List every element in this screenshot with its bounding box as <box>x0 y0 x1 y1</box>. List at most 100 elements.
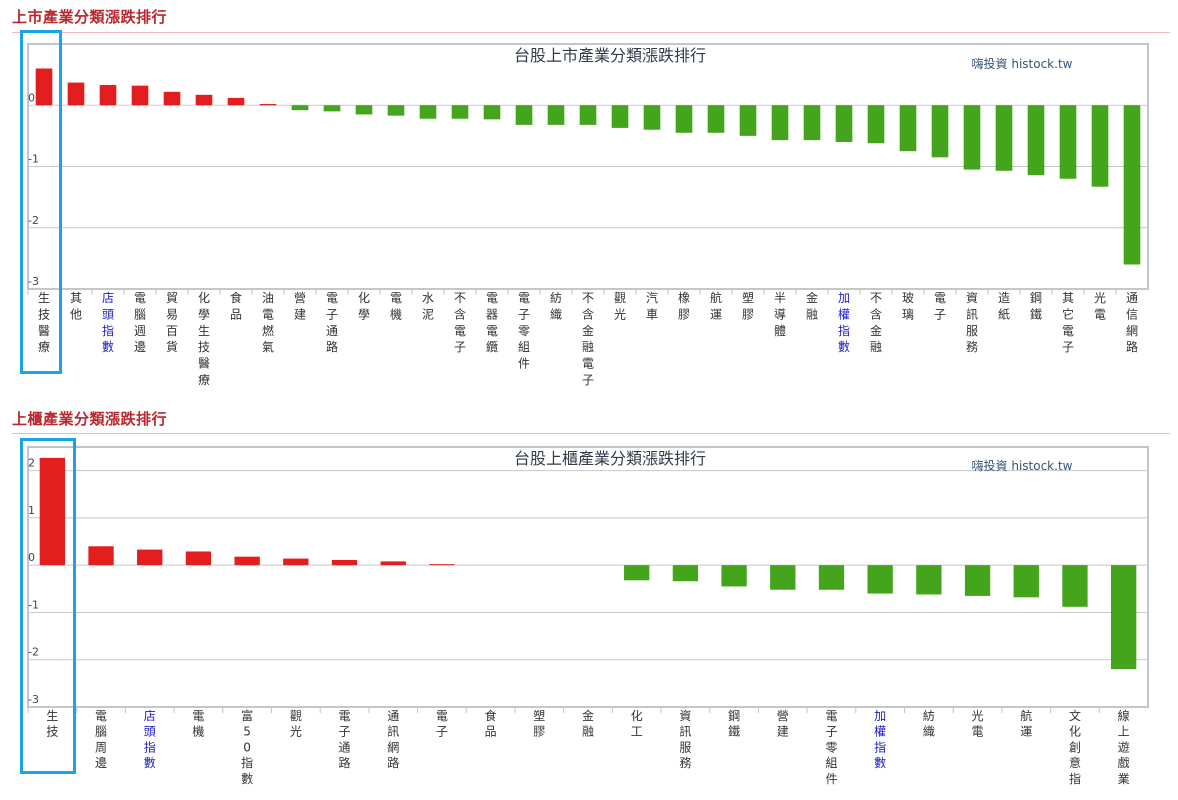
listed-bar <box>995 105 1013 171</box>
otc-category-label: 食品 <box>485 708 497 739</box>
listed-bar <box>515 105 533 125</box>
listed-category-label: 紡織 <box>550 290 562 321</box>
otc-category-label: 生技 <box>46 709 58 739</box>
listed-bar <box>1027 105 1045 176</box>
listed-bar <box>739 105 757 136</box>
listed-bar <box>867 105 885 144</box>
listed-bar <box>643 105 661 130</box>
otc-category-label: 光電 <box>972 709 984 739</box>
listed-category-label: 橡膠 <box>678 291 690 321</box>
listed-bar <box>195 94 213 106</box>
otc-category-label: 化工 <box>631 709 643 739</box>
listed-category-label: 電子零組件 <box>518 291 530 371</box>
listed-bar <box>771 105 789 141</box>
listed-bar <box>163 91 181 106</box>
listed-category-label: 不含電子 <box>454 291 466 354</box>
otc-category-label: 金融 <box>582 708 594 739</box>
otc-category-label: 文化創意指 <box>1069 708 1081 786</box>
listed-category-label: 資訊服務 <box>966 291 978 354</box>
otc-industry-chart: 2 1 0 -1 -2 -3 台股上櫃產業分類漲跌排行 嗨投資 histock.tw 生技 電腦周… <box>27 446 1149 786</box>
otc-bar <box>672 565 699 582</box>
otc-bar <box>185 551 212 566</box>
listed-category-label: 油電燃氣 <box>262 291 274 354</box>
otc-section-title: 上櫃產業分類漲跌排行 <box>12 410 168 428</box>
otc-bar <box>624 565 650 581</box>
otc-category-label: 航運 <box>1020 708 1032 739</box>
listed-bar <box>579 105 597 125</box>
otc-bar <box>721 565 747 587</box>
listed-bar <box>1091 105 1109 187</box>
otc-category-label: 通訊網路 <box>387 709 399 770</box>
listed-category-label: 食品 <box>230 290 242 321</box>
listed-y-tick-label: -2 <box>28 214 39 227</box>
listed-y-tick-label: -1 <box>28 153 39 166</box>
listed-category-label: 店頭指數 <box>102 291 114 354</box>
listed-category-label: 觀光 <box>614 291 626 321</box>
otc-category-label: 電機 <box>192 709 204 739</box>
otc-bar <box>1110 565 1137 670</box>
otc-highlight-box <box>20 438 76 774</box>
listed-bar <box>963 105 981 170</box>
listed-category-label: 生技醫療 <box>38 291 50 354</box>
listed-category-label: 電子 <box>934 291 946 321</box>
otc-category-label: 鋼鐵 <box>728 709 740 739</box>
listed-bar <box>1059 105 1077 179</box>
listed-section-title: 上市產業分類漲跌排行 <box>12 8 168 26</box>
listed-category-label: 其他 <box>70 291 82 321</box>
listed-bar <box>931 105 949 158</box>
otc-bar <box>429 564 455 566</box>
listed-category-label: 化學生技醫療 <box>198 291 210 387</box>
otc-y-tick-label: -1 <box>28 598 39 611</box>
otc-bar <box>916 565 942 595</box>
otc-bar <box>964 565 991 596</box>
otc-category-label: 線上遊戲業 <box>1118 708 1130 786</box>
listed-category-label: 其它電子 <box>1062 291 1074 354</box>
listed-category-label: 鋼鐵 <box>1030 291 1042 321</box>
listed-y-tick-label: 0 <box>28 91 35 104</box>
listed-bar <box>67 82 85 106</box>
listed-bar <box>899 105 917 152</box>
listed-bar <box>803 105 821 141</box>
listed-category-label: 造紙 <box>998 291 1010 321</box>
listed-bar <box>131 85 149 106</box>
otc-section-rule <box>12 433 1170 434</box>
otc-bar <box>380 561 406 566</box>
listed-bar <box>99 85 117 106</box>
otc-category-label: 電子零組件 <box>825 709 837 786</box>
listed-chart-title: 台股上市產業分類漲跌排行 <box>514 46 706 65</box>
listed-category-label: 加權指數 <box>838 291 850 354</box>
listed-category-label: 貿易百貨 <box>166 291 178 354</box>
otc-category-label: 紡織 <box>923 708 935 739</box>
listed-category-label: 電機 <box>390 291 402 321</box>
listed-bar <box>259 104 277 106</box>
otc-bar <box>331 559 358 566</box>
listed-category-label: 金融 <box>806 290 818 321</box>
otc-y-tick-label: 2 <box>28 457 35 470</box>
otc-bar <box>137 549 163 566</box>
listed-bar <box>227 97 245 106</box>
otc-category-label: 資訊服務 <box>679 709 691 770</box>
listed-chart-credit: 嗨投資 histock.tw <box>972 56 1073 71</box>
listed-bar <box>483 105 501 120</box>
otc-y-tick-label: -2 <box>28 646 39 659</box>
listed-category-label: 水泥 <box>422 291 434 321</box>
listed-category-label: 半導體 <box>774 291 786 338</box>
listed-bar <box>1123 105 1141 265</box>
otc-bar <box>818 565 845 590</box>
otc-bar <box>867 565 893 594</box>
otc-bar <box>39 457 66 566</box>
listed-bar <box>35 68 53 106</box>
otc-bar <box>770 565 796 590</box>
otc-y-tick-label: 0 <box>28 551 35 564</box>
otc-bar <box>283 558 309 566</box>
otc-category-label: 加權指數 <box>874 709 886 770</box>
otc-category-label: 觀光 <box>290 709 302 739</box>
listed-category-label: 電腦週邊 <box>134 291 146 354</box>
listed-bar <box>707 105 725 133</box>
listed-category-label: 不含金融 <box>870 291 882 354</box>
listed-category-label: 玻璃 <box>902 291 914 321</box>
otc-category-label: 電子 <box>436 709 448 739</box>
listed-bar <box>291 105 309 111</box>
listed-section-rule <box>12 32 1170 33</box>
listed-category-label: 電器電纜 <box>486 291 498 354</box>
